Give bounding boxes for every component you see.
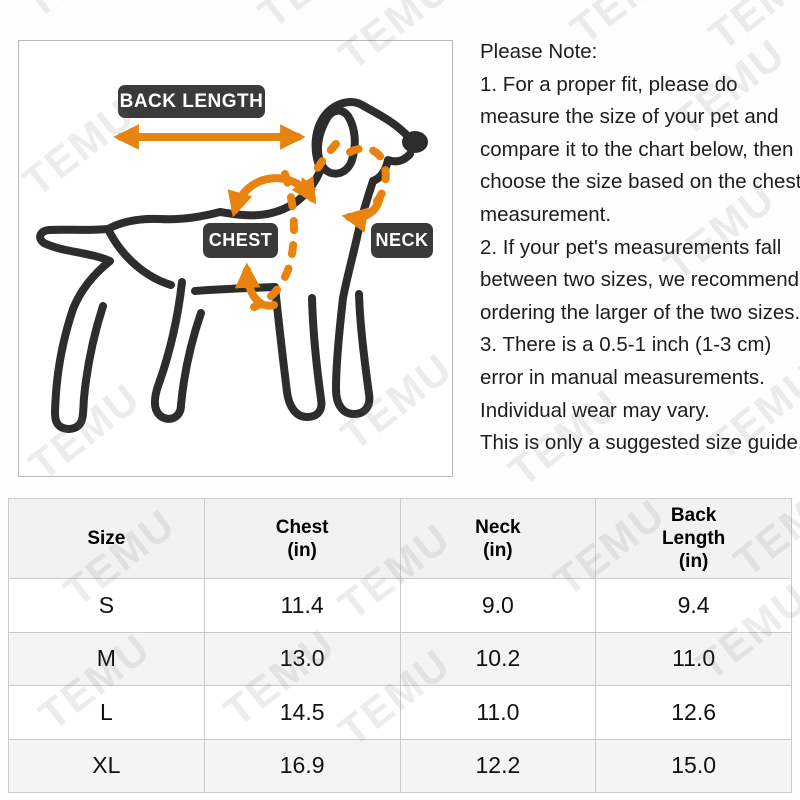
chest-lower-arrow bbox=[234, 262, 278, 310]
note-line: 2. If your pet's measurements fall bbox=[480, 235, 782, 259]
chest-cell: 16.9 bbox=[203, 738, 401, 793]
note-line: 3. There is a 0.5-1 inch (1-3 cm) bbox=[480, 333, 772, 357]
chest-cell: 14.5 bbox=[203, 685, 401, 740]
neck-label: NECK bbox=[371, 223, 433, 258]
back-length-label: BACK LENGTH bbox=[118, 85, 265, 118]
size-cell: M bbox=[8, 631, 205, 686]
size-table: Size Chest (in) Neck (in) Back Length (i… bbox=[8, 498, 792, 793]
col-header-back-length: Back Length (in) bbox=[595, 498, 792, 579]
back-length-cell: 12.6 bbox=[595, 685, 792, 740]
chest-label: CHEST bbox=[203, 223, 278, 258]
chest-dashed-line bbox=[250, 170, 298, 311]
note-line: measurement. bbox=[480, 202, 612, 226]
table-row: M 13.0 10.2 11.0 bbox=[8, 631, 792, 686]
watermark-text: TEMU bbox=[15, 0, 145, 28]
note-line: compare it to the chart below, then bbox=[480, 137, 794, 161]
neck-dashed-left bbox=[307, 140, 340, 184]
chest-cell: 13.0 bbox=[203, 631, 401, 686]
watermark-text: TEMU bbox=[250, 0, 380, 38]
dog-outline-drawing bbox=[36, 98, 428, 433]
note-line: Individual wear may vary. bbox=[480, 398, 710, 422]
table-row: L 14.5 11.0 12.6 bbox=[8, 685, 792, 740]
back-length-cell: 9.4 bbox=[595, 578, 792, 633]
neck-cell: 10.2 bbox=[399, 631, 597, 686]
col-header-size: Size bbox=[8, 498, 205, 579]
size-cell: L bbox=[8, 685, 205, 740]
neck-cell: 12.2 bbox=[399, 738, 597, 793]
note-line: ordering the larger of the two sizes. bbox=[480, 300, 800, 324]
note-line: choose the size based on the chest bbox=[480, 170, 800, 194]
table-row: S 11.4 9.0 9.4 bbox=[8, 578, 792, 633]
size-cell: XL bbox=[8, 738, 205, 793]
size-cell: S bbox=[8, 578, 205, 633]
note-line: error in manual measurements. bbox=[480, 365, 765, 389]
note-line: measure the size of your pet and bbox=[480, 105, 779, 129]
chest-cell: 11.4 bbox=[203, 578, 401, 633]
col-header-chest: Chest (in) bbox=[203, 498, 401, 579]
note-panel: Please Note: 1. For a proper fit, please… bbox=[480, 36, 800, 460]
neck-arrowhead bbox=[299, 177, 317, 195]
table-header-row: Size Chest (in) Neck (in) Back Length (i… bbox=[8, 498, 792, 579]
neck-cell: 11.0 bbox=[399, 685, 597, 740]
back-length-cell: 15.0 bbox=[595, 738, 792, 793]
dog-nose bbox=[402, 131, 428, 153]
neck-cell: 9.0 bbox=[399, 578, 597, 633]
col-header-neck: Neck (in) bbox=[399, 498, 597, 579]
dog-measurement-diagram: BACK LENGTH CHEST NECK bbox=[18, 40, 453, 477]
back-length-cell: 11.0 bbox=[595, 631, 792, 686]
neck-arrow bbox=[341, 193, 384, 233]
table-row: XL 16.9 12.2 15.0 bbox=[8, 738, 792, 793]
note-line: between two sizes, we recommend bbox=[480, 268, 800, 292]
note-line: 1. For a proper fit, please do bbox=[480, 72, 738, 96]
note-line: Please Note: bbox=[480, 40, 598, 63]
note-line: This is only a suggested size guide. bbox=[480, 431, 800, 455]
